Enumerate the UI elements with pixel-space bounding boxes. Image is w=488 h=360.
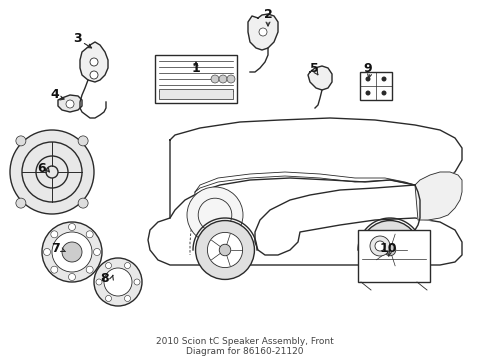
Text: 9: 9 bbox=[363, 62, 371, 75]
Circle shape bbox=[365, 77, 370, 81]
Polygon shape bbox=[414, 172, 461, 220]
Circle shape bbox=[90, 71, 98, 79]
Circle shape bbox=[381, 77, 386, 81]
Polygon shape bbox=[58, 95, 82, 112]
Text: 8: 8 bbox=[101, 271, 109, 284]
Circle shape bbox=[68, 274, 75, 280]
Text: 1: 1 bbox=[191, 62, 200, 75]
Circle shape bbox=[372, 233, 407, 267]
FancyBboxPatch shape bbox=[359, 72, 391, 100]
Circle shape bbox=[78, 198, 88, 208]
Circle shape bbox=[42, 222, 102, 282]
Circle shape bbox=[16, 136, 26, 146]
Circle shape bbox=[134, 279, 140, 285]
Circle shape bbox=[62, 242, 82, 262]
Circle shape bbox=[226, 75, 235, 83]
Circle shape bbox=[52, 232, 92, 272]
Circle shape bbox=[94, 258, 142, 306]
Circle shape bbox=[195, 221, 254, 279]
Circle shape bbox=[186, 187, 243, 243]
FancyBboxPatch shape bbox=[357, 230, 429, 282]
Circle shape bbox=[124, 262, 130, 269]
Circle shape bbox=[360, 221, 419, 279]
Circle shape bbox=[207, 233, 242, 267]
Circle shape bbox=[374, 241, 384, 251]
Circle shape bbox=[210, 75, 219, 83]
Text: Diagram for 86160-21120: Diagram for 86160-21120 bbox=[185, 347, 303, 356]
Polygon shape bbox=[148, 118, 461, 265]
Circle shape bbox=[66, 100, 74, 108]
Circle shape bbox=[384, 244, 395, 256]
Circle shape bbox=[51, 231, 58, 238]
Circle shape bbox=[93, 248, 101, 256]
Text: 3: 3 bbox=[74, 31, 82, 45]
Circle shape bbox=[219, 244, 230, 256]
Circle shape bbox=[104, 268, 132, 296]
Text: 2: 2 bbox=[263, 8, 272, 21]
Circle shape bbox=[10, 130, 94, 214]
Polygon shape bbox=[247, 14, 278, 50]
Polygon shape bbox=[80, 42, 108, 82]
Circle shape bbox=[43, 248, 50, 256]
Circle shape bbox=[369, 236, 389, 256]
Text: 2010 Scion tC Speaker Assembly, Front: 2010 Scion tC Speaker Assembly, Front bbox=[155, 338, 333, 346]
FancyBboxPatch shape bbox=[155, 55, 237, 103]
Circle shape bbox=[51, 266, 58, 273]
Circle shape bbox=[219, 75, 226, 83]
Circle shape bbox=[86, 231, 93, 238]
Circle shape bbox=[90, 58, 98, 66]
Circle shape bbox=[105, 296, 111, 301]
Circle shape bbox=[105, 262, 111, 269]
Text: 6: 6 bbox=[38, 162, 46, 175]
Text: 5: 5 bbox=[309, 62, 318, 75]
Text: 4: 4 bbox=[51, 89, 59, 102]
Circle shape bbox=[68, 224, 75, 230]
Circle shape bbox=[259, 28, 266, 36]
Text: 10: 10 bbox=[379, 242, 396, 255]
Circle shape bbox=[16, 198, 26, 208]
Circle shape bbox=[46, 166, 58, 178]
Circle shape bbox=[96, 279, 102, 285]
Circle shape bbox=[78, 136, 88, 146]
Circle shape bbox=[381, 90, 386, 95]
FancyBboxPatch shape bbox=[159, 89, 232, 99]
Circle shape bbox=[124, 296, 130, 301]
Polygon shape bbox=[307, 66, 331, 90]
Circle shape bbox=[86, 266, 93, 273]
Text: 7: 7 bbox=[51, 242, 59, 255]
Circle shape bbox=[365, 90, 370, 95]
